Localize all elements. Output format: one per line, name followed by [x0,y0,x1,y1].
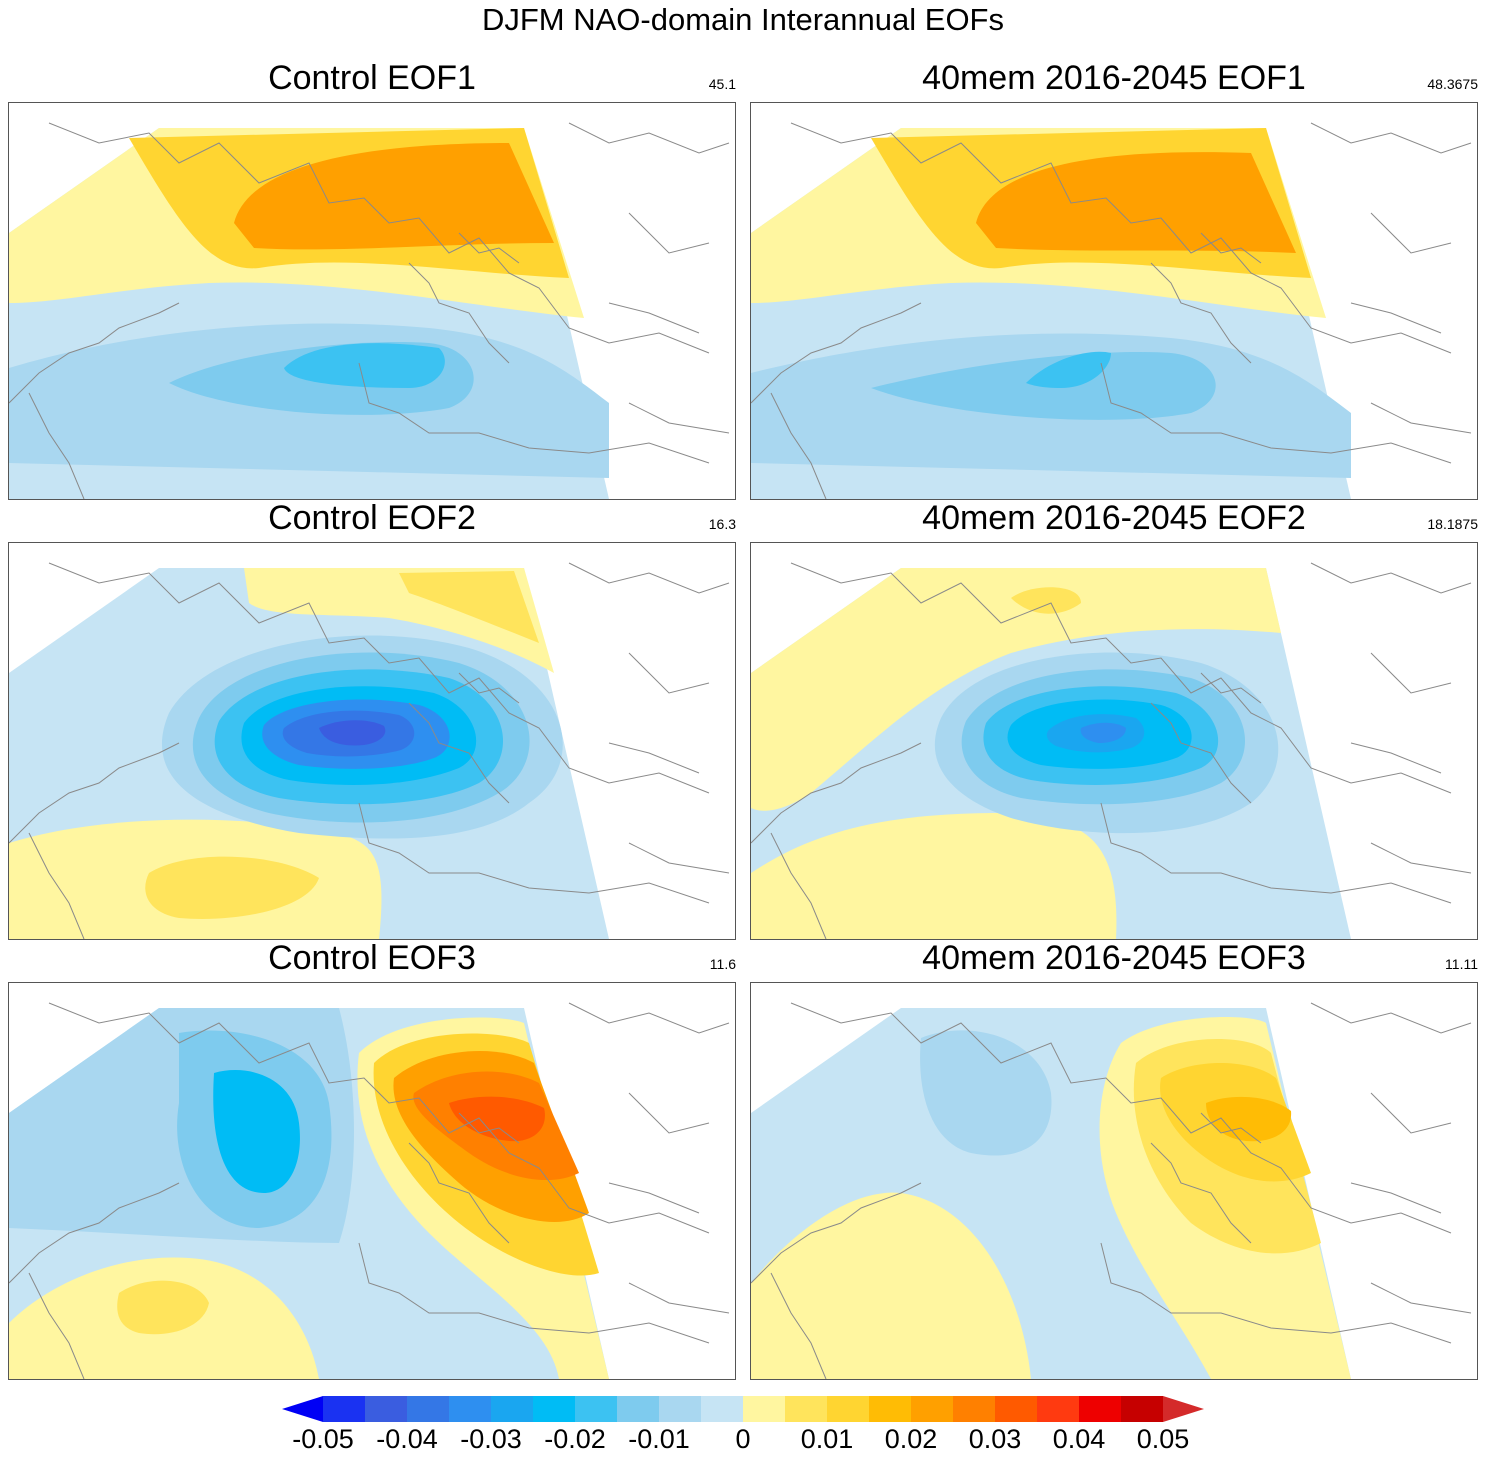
colorbar-swatch [869,1396,911,1422]
colorbar-swatch [953,1396,995,1422]
colorbar-swatch [491,1396,533,1422]
map-control-eof1 [8,102,736,500]
colorbar-swatch [617,1396,659,1422]
colorbar-swatch [533,1396,575,1422]
colorbar-tick-label: 0 [735,1424,751,1454]
panel-40mem-eof2: 40mem 2016-2045 EOF2 18.1875 [750,498,1478,940]
colorbar-swatch [1121,1396,1163,1422]
colorbar-swatch [323,1396,365,1422]
colorbar-tick-label: 0.04 [1052,1424,1106,1454]
panel-title: Control EOF1 [268,59,476,97]
colorbar-swatch [365,1396,407,1422]
map-control-eof3 [8,982,736,1380]
colorbar-tick-label: 0.01 [800,1424,854,1454]
colorbar-swatch [701,1396,743,1422]
panel-control-eof1: Control EOF1 45.1 [8,58,736,500]
panel-control-eof2: Control EOF2 16.3 [8,498,736,940]
map-control-eof2 [8,542,736,940]
colorbar-tick-label: -0.05 [292,1424,354,1454]
panel-title: 40mem 2016-2045 EOF3 [922,939,1306,977]
colorbar-swatches [282,1396,1204,1422]
variance-label: 18.1875 [1427,516,1478,532]
panel-title: 40mem 2016-2045 EOF2 [922,499,1306,537]
variance-label: 48.3675 [1427,76,1478,92]
colorbar-upper-triangle [1163,1396,1204,1422]
colorbar: -0.05 -0.04 -0.03 -0.02 -0.01 0 0.01 0.02 0.03 0.… [282,1396,1204,1456]
colorbar-swatch [827,1396,869,1422]
colorbar-swatch [995,1396,1037,1422]
colorbar-swatch [449,1396,491,1422]
figure-title: DJFM NAO-domain Interannual EOFs [481,2,1004,37]
colorbar-tick-label: -0.01 [628,1424,690,1454]
variance-label: 11.6 [709,956,736,972]
colorbar-tick-label: 0.02 [884,1424,938,1454]
map-40mem-eof2 [750,542,1478,940]
colorbar-swatch [1037,1396,1079,1422]
variance-label: 16.3 [708,516,736,532]
panel-40mem-eof3: 40mem 2016-2045 EOF3 11.11 [750,938,1478,1380]
map-40mem-eof3 [750,982,1478,1380]
panel-control-eof3: Control EOF3 11.6 [8,938,736,1380]
colorbar-tick-label: -0.04 [376,1424,438,1454]
panel-title: Control EOF2 [268,499,476,537]
colorbar-swatch [1079,1396,1121,1422]
colorbar-swatch [911,1396,953,1422]
variance-label: 11.11 [1445,956,1478,972]
panel-title: Control EOF3 [268,939,476,977]
colorbar-swatch [743,1396,785,1422]
map-40mem-eof1 [750,102,1478,500]
colorbar-swatch [659,1396,701,1422]
colorbar-tick-label: 0.03 [968,1424,1022,1454]
colorbar-swatch [575,1396,617,1422]
colorbar-tick-label: -0.03 [460,1424,522,1454]
variance-label: 45.1 [708,76,736,92]
colorbar-swatch [785,1396,827,1422]
panel-40mem-eof1: 40mem 2016-2045 EOF1 48.3675 [750,58,1478,500]
panel-title: 40mem 2016-2045 EOF1 [922,59,1306,97]
colorbar-lower-triangle [282,1396,323,1422]
colorbar-swatch [407,1396,449,1422]
colorbar-tick-label: 0.05 [1136,1424,1190,1454]
colorbar-tick-label: -0.02 [544,1424,606,1454]
